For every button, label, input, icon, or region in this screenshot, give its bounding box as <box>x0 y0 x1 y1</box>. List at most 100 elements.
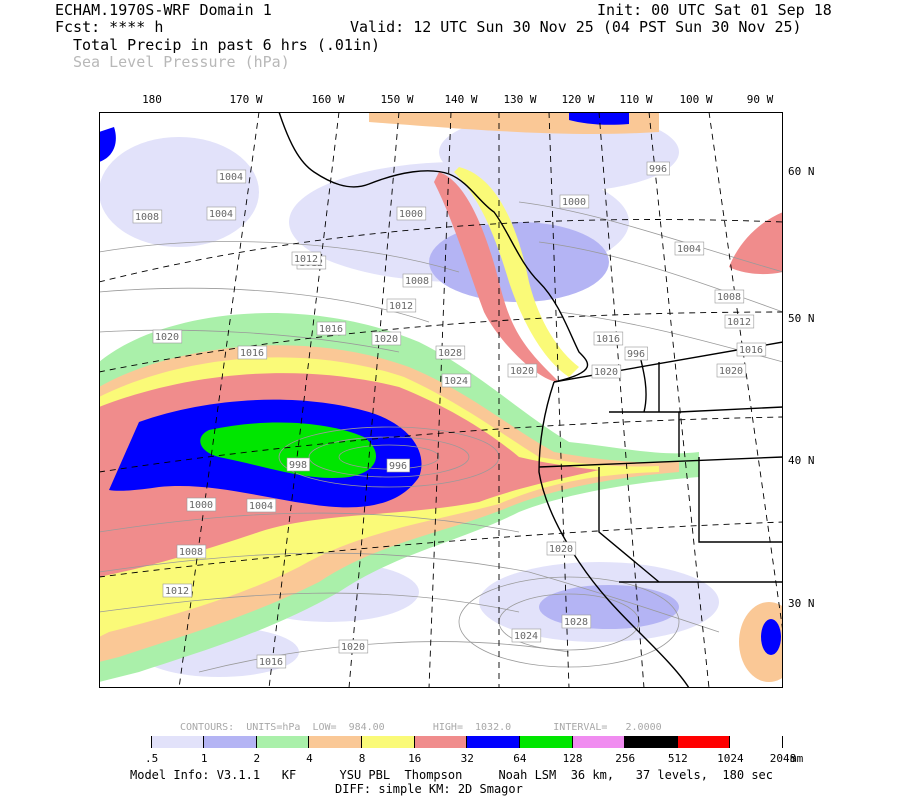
pressure-label: 1008 <box>717 292 741 303</box>
pressure-label: 1020 <box>341 642 365 653</box>
precip-left-edge <box>99 127 116 162</box>
legend-color-cell <box>204 736 257 748</box>
legend-label: 4 <box>306 752 313 765</box>
legend-color-cell <box>519 736 573 748</box>
pressure-label: 1020 <box>155 332 179 343</box>
pressure-label: 1016 <box>596 334 620 345</box>
pressure-label-box <box>386 298 417 313</box>
pressure-label-box <box>176 544 207 559</box>
legend-color-cell <box>256 736 310 748</box>
isobars <box>99 201 783 673</box>
lon-label: 110 W <box>619 93 653 106</box>
legend-color-cell <box>309 736 363 748</box>
legend-color-cell <box>414 736 468 748</box>
pressure-label-box <box>286 457 310 472</box>
pressure-label: 1008 <box>179 547 203 558</box>
lon-label: 140 W <box>444 93 478 106</box>
lon-label: 180 <box>142 93 162 106</box>
model-info: Model Info: V3.1.1 KF YSU PBL Thompson N… <box>130 768 773 782</box>
legend-color-cell <box>362 736 415 748</box>
legend-color-cell <box>151 736 205 748</box>
lat-label: 50 N <box>788 312 815 325</box>
pressure-label-box <box>396 206 427 221</box>
pressure-label: 1000 <box>399 209 423 220</box>
precip-coastal-band <box>434 172 559 382</box>
diff-info: DIFF: simple KM: 2D Smagor <box>335 782 523 796</box>
pressure-label-box <box>736 342 767 357</box>
pressure-label-box <box>546 541 577 556</box>
pressure-label-box <box>624 346 648 361</box>
legend-label: 256 <box>615 752 636 765</box>
lon-label: 130 W <box>503 93 537 106</box>
pressure-label: 1004 <box>209 209 233 220</box>
legend-color-cell <box>572 736 626 748</box>
pressure-label-box <box>206 206 237 221</box>
pressure-label-box <box>237 345 268 360</box>
pressure-label: 1012 <box>294 254 318 265</box>
pressure-label-box <box>591 364 622 379</box>
lon-label: 160 W <box>311 93 345 106</box>
pressure-label-box <box>559 194 590 209</box>
pressure-label-box <box>338 639 369 654</box>
valid-time: Valid: 12 UTC Sun 30 Nov 25 (04 PST Sun … <box>350 18 802 36</box>
map-frame <box>99 112 783 688</box>
pressure-label: 1008 <box>405 276 429 287</box>
legend-unit: mm <box>790 752 804 765</box>
pressure-label: 1016 <box>739 345 763 356</box>
pressure-label: 1004 <box>249 501 273 512</box>
legend-color-cell <box>625 736 678 748</box>
precip-coastal-yellow <box>454 167 579 377</box>
pressure-label: 1024 <box>444 376 468 387</box>
model-title: ECHAM.1970S-WRF Domain 1 <box>55 1 272 19</box>
pressure-label-box <box>402 273 433 288</box>
pressure-label: 996 <box>649 164 667 175</box>
precip-top-blue <box>569 112 629 125</box>
pressure-label: 1020 <box>594 367 618 378</box>
pressure-label: 996 <box>389 461 407 472</box>
pressure-label: 998 <box>289 460 307 471</box>
legend-label: 32 <box>460 752 474 765</box>
pressure-label: 1024 <box>514 631 538 642</box>
pressure-label-box <box>216 169 247 184</box>
pressure-label: 1020 <box>549 544 573 555</box>
lat-label: 40 N <box>788 454 815 467</box>
lon-label: 120 W <box>561 93 595 106</box>
legend-color-cell <box>677 736 731 748</box>
pressure-label-box <box>561 614 592 629</box>
pressure-label: 1012 <box>165 586 189 597</box>
pressure-label: 1012 <box>727 317 751 328</box>
pressure-label-box <box>435 345 466 360</box>
lon-label: 90 W <box>746 93 774 106</box>
pressure-label: 1012 <box>389 301 413 312</box>
pressure-label-box <box>152 329 183 344</box>
pressure-label-box <box>256 654 287 669</box>
legend-color-cell <box>99 736 152 748</box>
legend-label: .5 <box>144 752 159 765</box>
pressure-label: 1004 <box>677 244 701 255</box>
lat-label: 30 N <box>788 597 815 610</box>
field-precip-title: Total Precip in past 6 hrs (.01in) <box>73 36 381 54</box>
lat-label: 60 N <box>788 165 815 178</box>
pressure-label: 1000 <box>562 197 586 208</box>
pressure-label: 1016 <box>240 348 264 359</box>
pressure-label-box <box>291 251 322 266</box>
legend-label: 2048 <box>769 752 797 765</box>
pressure-label-box <box>316 321 347 336</box>
pressure-label: 1020 <box>374 334 398 345</box>
legend-color-cell <box>467 736 520 748</box>
legend-label: 64 <box>513 752 527 765</box>
legend-label: 1 <box>200 752 208 765</box>
pressure-label-box <box>507 363 538 378</box>
legend-label: 8 <box>358 752 366 765</box>
pressure-label: 1004 <box>219 172 243 183</box>
precip-right-band <box>729 212 783 275</box>
pressure-label: 1008 <box>135 212 159 223</box>
forecast-hour: Fcst: **** h <box>55 18 164 36</box>
legend-label: 128 <box>562 752 583 765</box>
pressure-labels: 1004 1008 1012 1000 1016 1020 1008 1012 1016 1020… <box>132 161 767 669</box>
pressure-label-box <box>186 497 217 512</box>
weather-map: 1004 1008 1012 1000 1016 1020 1008 1012 1016 1020… <box>99 112 783 688</box>
legend-label: 1024 <box>717 752 744 765</box>
pressure-label-box <box>593 331 624 346</box>
pressure-label: 1028 <box>564 617 588 628</box>
